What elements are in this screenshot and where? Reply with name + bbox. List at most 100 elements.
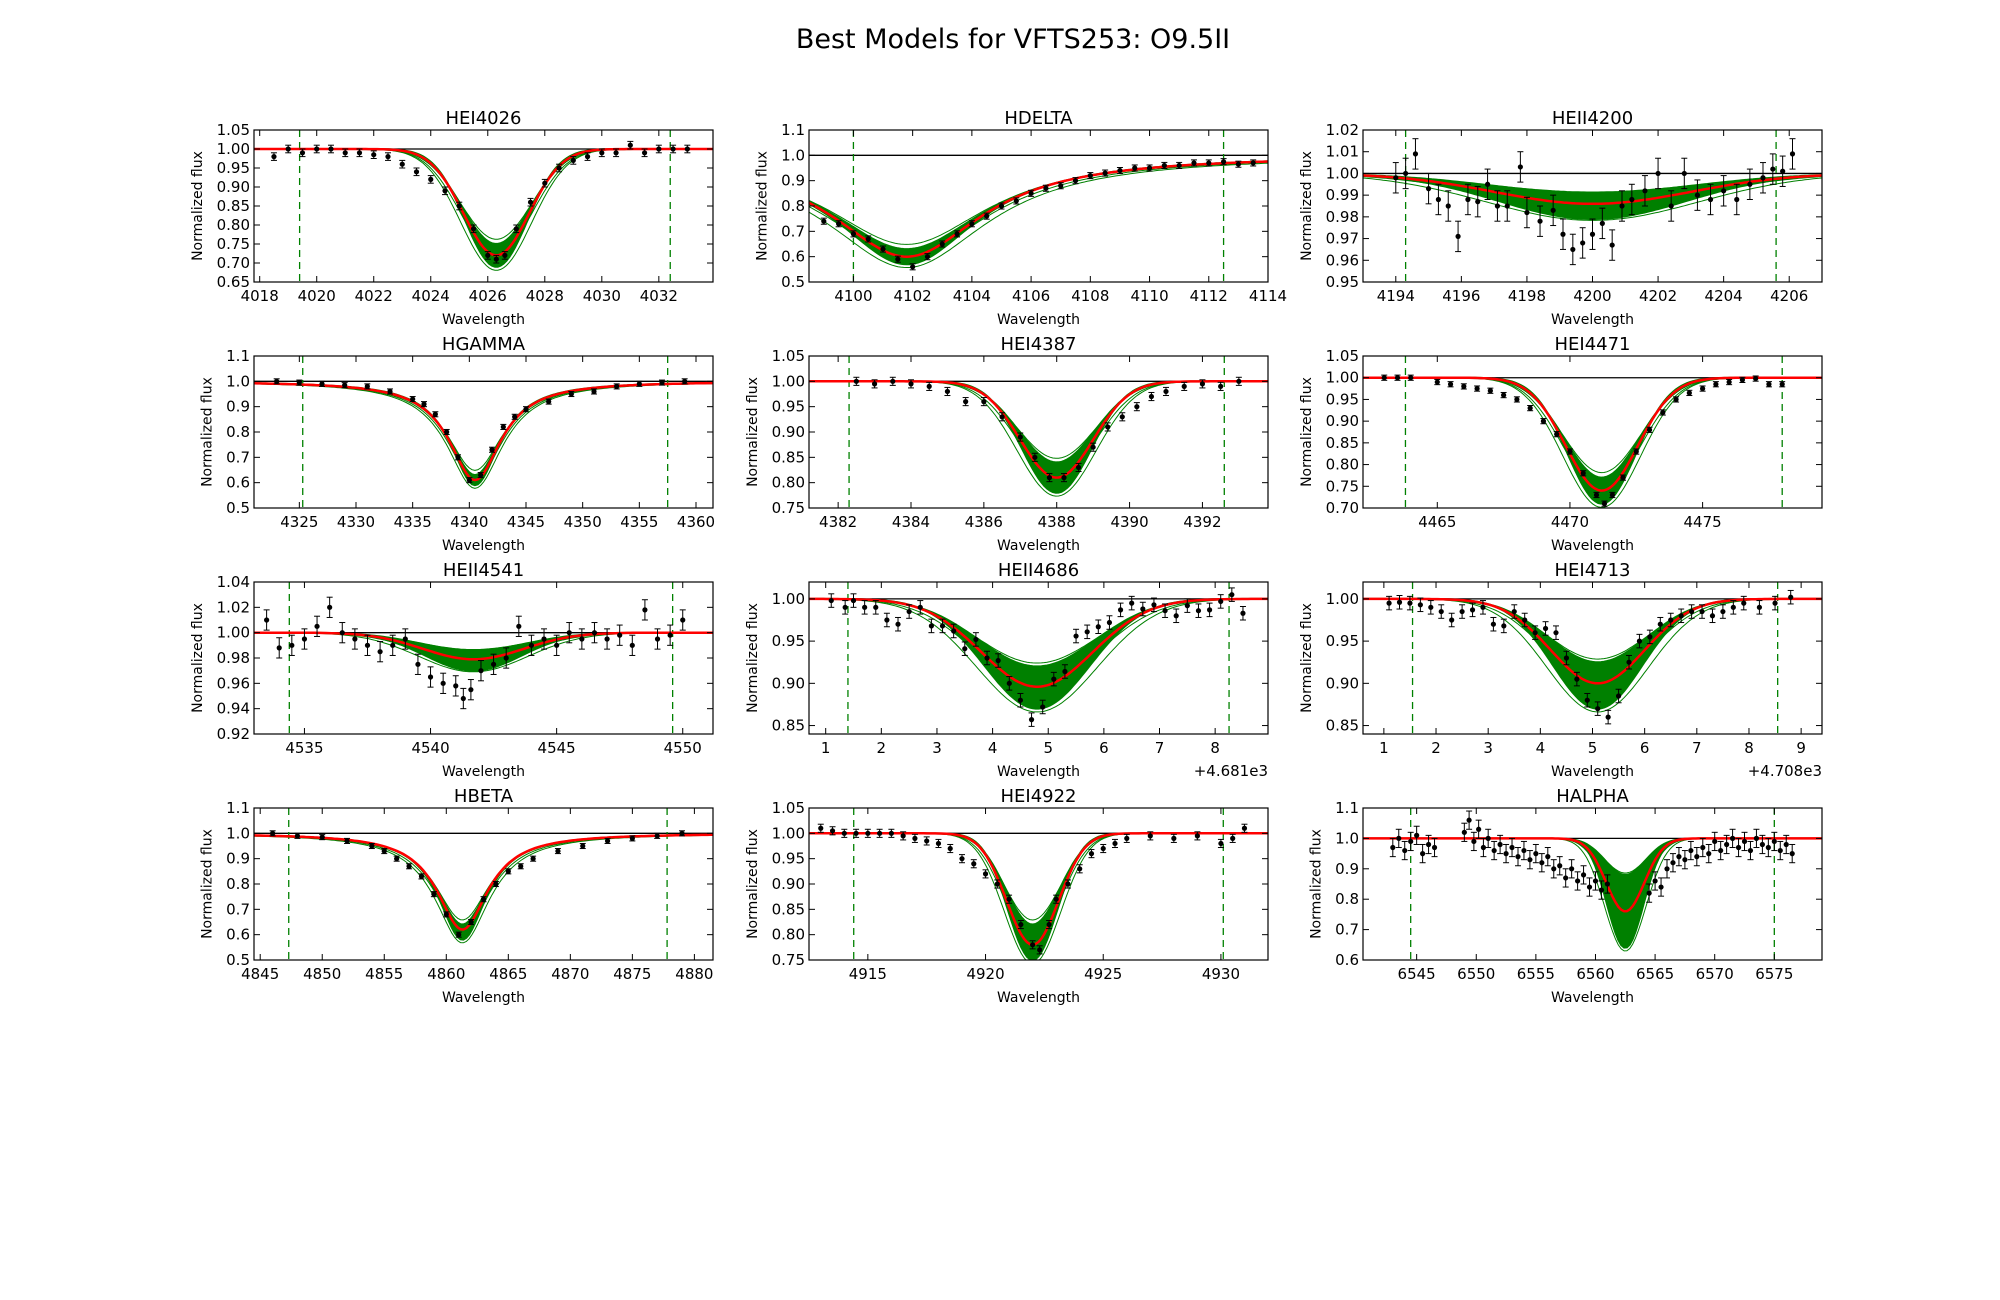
data-point xyxy=(1592,878,1599,884)
data-point xyxy=(1554,431,1560,437)
data-point xyxy=(829,828,836,834)
y-tick-label: 0.85 xyxy=(1326,717,1359,735)
data-point xyxy=(1425,186,1432,192)
data-point xyxy=(1660,409,1666,416)
data-point xyxy=(1381,375,1387,381)
data-point xyxy=(659,380,665,386)
y-tick-label: 1.1 xyxy=(781,121,805,139)
data-point xyxy=(566,630,572,636)
y-tick-label: 0.90 xyxy=(772,875,805,893)
data-point xyxy=(1487,388,1493,394)
data-point xyxy=(1735,844,1742,851)
data-point xyxy=(527,199,534,205)
data-point xyxy=(1734,196,1740,203)
data-point xyxy=(1700,844,1706,851)
data-point xyxy=(1476,826,1482,832)
data-point xyxy=(629,835,635,842)
data-point xyxy=(264,617,270,623)
best-model-line xyxy=(254,631,713,661)
data-point xyxy=(1783,841,1789,848)
data-point xyxy=(513,226,519,232)
data-point xyxy=(1396,835,1402,842)
data-point xyxy=(865,236,871,242)
panel-title: HBETA xyxy=(454,786,514,807)
data-point xyxy=(1032,454,1038,460)
data-point xyxy=(1511,608,1517,615)
data-point xyxy=(542,180,548,186)
data-point xyxy=(1412,151,1419,157)
data-point xyxy=(1199,381,1206,387)
data-point xyxy=(523,406,529,412)
data-point xyxy=(1686,390,1692,396)
data-point xyxy=(1206,160,1212,166)
plot-area xyxy=(809,582,1268,734)
data-point xyxy=(1604,881,1611,887)
data-point xyxy=(314,623,320,629)
data-point xyxy=(385,154,391,160)
data-point xyxy=(1515,854,1521,860)
panel-title: HEI4713 xyxy=(1554,560,1630,581)
data-point xyxy=(1580,872,1587,878)
data-point xyxy=(654,833,660,839)
panel-title: HEI4387 xyxy=(1000,334,1076,355)
data-point xyxy=(969,221,975,227)
x-tick-label: 4020 xyxy=(298,287,336,305)
y-tick-label: 1.05 xyxy=(772,347,805,365)
data-point xyxy=(880,246,886,252)
x-tick-label: 4550 xyxy=(664,739,702,757)
data-point xyxy=(1557,863,1563,869)
data-point xyxy=(377,649,383,655)
data-point xyxy=(1386,600,1392,606)
data-point xyxy=(356,150,363,156)
data-point xyxy=(1765,844,1771,851)
data-point xyxy=(1480,844,1487,851)
plot-area xyxy=(254,808,713,960)
data-point xyxy=(1533,851,1539,857)
data-point xyxy=(1707,196,1714,203)
data-point xyxy=(591,388,597,395)
data-point xyxy=(1465,196,1471,203)
data-point xyxy=(884,617,890,623)
y-axis-label: Normalized flux xyxy=(190,603,206,713)
x-tick-label: 1 xyxy=(1379,739,1389,757)
data-point xyxy=(579,636,585,642)
data-point xyxy=(541,636,547,642)
x-tick-label: 4110 xyxy=(1130,287,1168,305)
x-tick-label: 6570 xyxy=(1696,965,1734,983)
y-tick-label: 0.90 xyxy=(772,674,805,692)
data-point xyxy=(1574,878,1581,884)
data-point xyxy=(617,632,623,638)
data-point xyxy=(924,254,931,260)
data-point xyxy=(994,881,1000,887)
x-tick-label: 1 xyxy=(821,739,831,757)
data-point xyxy=(1475,199,1481,205)
plot-area xyxy=(809,356,1268,508)
x-tick-label: 4545 xyxy=(538,739,576,757)
data-point xyxy=(1006,680,1012,686)
x-tick-label: 4108 xyxy=(1071,287,1109,305)
plot-area xyxy=(1363,130,1822,282)
data-point xyxy=(629,642,635,648)
data-point xyxy=(1017,697,1024,703)
data-point xyxy=(818,825,824,831)
x-tick-label: 4345 xyxy=(507,513,545,531)
data-point xyxy=(1753,835,1760,842)
data-point xyxy=(841,830,847,836)
x-tick-label: 6575 xyxy=(1755,965,1793,983)
data-point xyxy=(1105,424,1111,430)
data-point xyxy=(1420,851,1426,857)
data-point xyxy=(684,146,690,152)
data-point xyxy=(1699,608,1705,615)
y-tick-label: 0.99 xyxy=(1326,186,1359,204)
data-point xyxy=(906,608,912,615)
best-model-line xyxy=(1363,174,1822,206)
y-tick-label: 1.00 xyxy=(217,140,250,158)
data-point xyxy=(512,414,518,420)
data-point xyxy=(1088,851,1095,857)
x-tick-label: 4880 xyxy=(675,965,713,983)
model-line xyxy=(1363,174,1822,193)
data-point xyxy=(294,833,301,839)
data-point xyxy=(1560,231,1566,237)
y-tick-label: 0.96 xyxy=(1326,251,1359,269)
y-tick-label: 1.02 xyxy=(1326,121,1359,139)
